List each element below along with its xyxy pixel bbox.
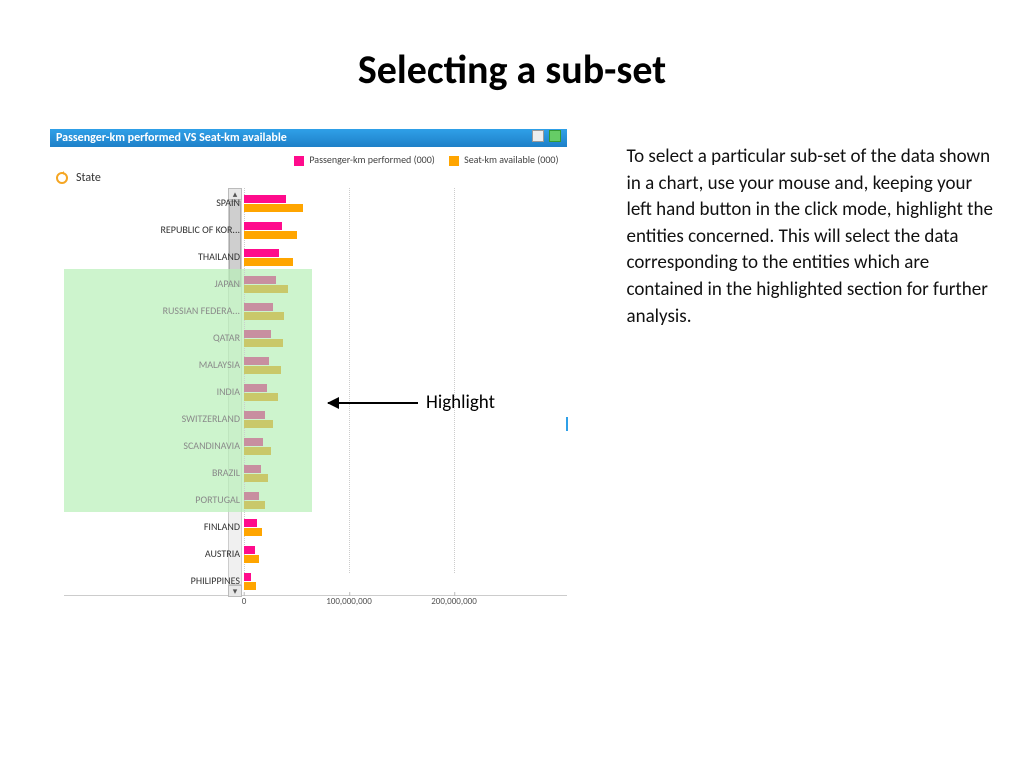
legend-item-passenger: Passenger-km performed (000) bbox=[294, 153, 435, 166]
chart-row[interactable]: QATAR bbox=[64, 325, 567, 352]
bar-passenger[interactable] bbox=[244, 411, 265, 419]
category-label: QATAR bbox=[70, 331, 240, 344]
category-label: AUSTRIA bbox=[70, 547, 240, 560]
category-label: REPUBLIC OF KOR... bbox=[70, 223, 240, 236]
x-axis: 0 100,000,000 200,000,000 bbox=[64, 595, 567, 617]
bar-passenger[interactable] bbox=[244, 330, 271, 338]
content-area: Passenger-km performed VS Seat-km availa… bbox=[0, 104, 1024, 617]
chart-row[interactable]: RUSSIAN FEDERA... bbox=[64, 298, 567, 325]
chart-row[interactable]: SCANDINAVIA bbox=[64, 433, 567, 460]
bar-seat[interactable] bbox=[244, 420, 273, 428]
bar-seat[interactable] bbox=[244, 285, 288, 293]
category-label: FINLAND bbox=[70, 520, 240, 533]
chart-titlebar-icons bbox=[530, 130, 561, 146]
bar-seat[interactable] bbox=[244, 258, 293, 266]
bar-passenger[interactable] bbox=[244, 546, 255, 554]
chart-row[interactable]: MALAYSIA bbox=[64, 352, 567, 379]
category-label: RUSSIAN FEDERA... bbox=[70, 304, 240, 317]
category-label: PHILIPPINES bbox=[70, 574, 240, 587]
chart-row[interactable]: FINLAND bbox=[64, 514, 567, 541]
category-label: MALAYSIA bbox=[70, 358, 240, 371]
bar-seat[interactable] bbox=[244, 393, 278, 401]
bar-passenger[interactable] bbox=[244, 303, 273, 311]
bar-seat[interactable] bbox=[244, 366, 281, 374]
bar-seat[interactable] bbox=[244, 501, 265, 509]
highlight-annotation: Highlight bbox=[328, 391, 495, 414]
bar-passenger[interactable] bbox=[244, 492, 259, 500]
chart-row[interactable]: SPAIN bbox=[64, 190, 567, 217]
chart-row[interactable]: THAILAND bbox=[64, 244, 567, 271]
bar-passenger[interactable] bbox=[244, 195, 286, 203]
chart-row[interactable]: PORTUGAL bbox=[64, 487, 567, 514]
category-label: SWITZERLAND bbox=[70, 412, 240, 425]
bar-seat[interactable] bbox=[244, 312, 284, 320]
bar-passenger[interactable] bbox=[244, 276, 276, 284]
category-label: SPAIN bbox=[70, 196, 240, 209]
legend-swatch-passenger bbox=[294, 156, 304, 166]
legend-label-passenger: Passenger-km performed (000) bbox=[309, 153, 435, 166]
dimension-label: State bbox=[76, 171, 101, 185]
legend-swatch-seat bbox=[449, 156, 459, 166]
chart-titlebar: Passenger-km performed VS Seat-km availa… bbox=[50, 129, 567, 147]
category-label: BRAZIL bbox=[70, 466, 240, 479]
bar-passenger[interactable] bbox=[244, 573, 251, 581]
chart-row[interactable]: PHILIPPINES bbox=[64, 568, 567, 595]
highlight-label: Highlight bbox=[426, 391, 495, 414]
bar-seat[interactable] bbox=[244, 528, 262, 536]
x-tick: 100,000,000 bbox=[326, 596, 372, 607]
bar-seat[interactable] bbox=[244, 474, 268, 482]
print-icon[interactable] bbox=[532, 130, 544, 142]
bar-passenger[interactable] bbox=[244, 519, 257, 527]
description-text: To select a particular sub-set of the da… bbox=[627, 129, 995, 617]
chart-row[interactable]: JAPAN bbox=[64, 271, 567, 298]
bar-passenger[interactable] bbox=[244, 357, 269, 365]
chart-row[interactable]: REPUBLIC OF KOR... bbox=[64, 217, 567, 244]
bar-passenger[interactable] bbox=[244, 465, 261, 473]
bar-seat[interactable] bbox=[244, 447, 271, 455]
x-tick: 200,000,000 bbox=[431, 596, 477, 607]
bar-passenger[interactable] bbox=[244, 249, 279, 257]
category-label: SCANDINAVIA bbox=[70, 439, 240, 452]
chart-panel: Passenger-km performed VS Seat-km availa… bbox=[50, 129, 567, 617]
chart-legend: Passenger-km performed (000) Seat-km ava… bbox=[50, 147, 567, 168]
page-title: Selecting a sub-set bbox=[0, 0, 1024, 104]
category-label: INDIA bbox=[70, 385, 240, 398]
refresh-icon[interactable] bbox=[54, 170, 70, 186]
bar-seat[interactable] bbox=[244, 231, 297, 239]
dimension-header: State bbox=[50, 168, 567, 188]
legend-label-seat: Seat-km available (000) bbox=[464, 153, 558, 166]
bar-passenger[interactable] bbox=[244, 384, 267, 392]
bar-passenger[interactable] bbox=[244, 222, 282, 230]
bar-seat[interactable] bbox=[244, 555, 259, 563]
bar-passenger[interactable] bbox=[244, 438, 263, 446]
arrow-icon bbox=[328, 402, 418, 404]
bar-seat[interactable] bbox=[244, 582, 256, 590]
chart-row[interactable]: AUSTRIA bbox=[64, 541, 567, 568]
chart-row[interactable]: BRAZIL bbox=[64, 460, 567, 487]
category-label: PORTUGAL bbox=[70, 493, 240, 506]
category-label: THAILAND bbox=[70, 250, 240, 263]
bar-seat[interactable] bbox=[244, 339, 283, 347]
x-tick: 0 bbox=[242, 596, 247, 607]
bar-seat[interactable] bbox=[244, 204, 303, 212]
chart-title-text: Passenger-km performed VS Seat-km availa… bbox=[56, 131, 287, 145]
category-label: JAPAN bbox=[70, 277, 240, 290]
export-excel-icon[interactable] bbox=[549, 130, 561, 142]
legend-item-seat: Seat-km available (000) bbox=[449, 153, 559, 166]
